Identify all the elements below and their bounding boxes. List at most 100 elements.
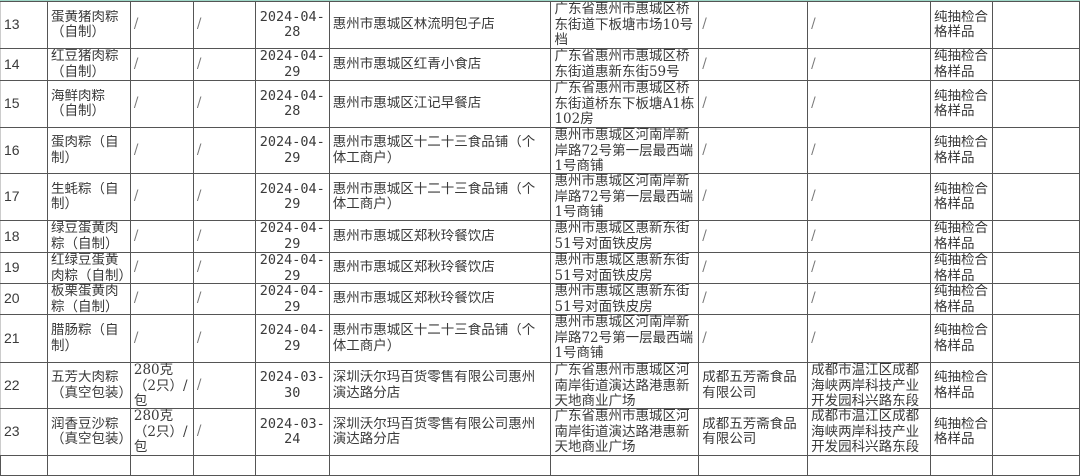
product-name: 板栗蛋黄肉粽（自制） <box>50 284 119 314</box>
store-address: 惠州市惠城区河南岸新岸路72号第一层最西端1号商铺 <box>554 315 694 362</box>
manufacturer-cell: / <box>698 48 809 81</box>
sampled-store: 深圳沃尔玛百货零售有限公司惠州演达路分店 <box>332 416 536 447</box>
row-number: 17 <box>4 189 20 205</box>
product-name: 绿豆蛋黄肉粽（自制） <box>50 221 119 252</box>
specification-cell: 280克（2只）/包 <box>129 408 194 456</box>
production-date-cell: 2024-04-29 <box>254 283 330 315</box>
brand: / <box>196 291 202 307</box>
result: 纯抽检合格样品 <box>934 221 989 252</box>
brand-cell: / <box>192 127 256 174</box>
store-address: 广东省惠州市惠城区桥东街道惠新东街59号 <box>554 49 690 80</box>
row-number: 13 <box>4 17 20 33</box>
row-number: 19 <box>4 260 20 276</box>
manufacturer: / <box>702 17 707 33</box>
manufacturer: / <box>702 142 707 158</box>
sampled-store: 惠州市惠城区郑秋玲餐饮店 <box>332 260 495 276</box>
sampled-store-cell: 惠州市惠城区十二十三食品铺（个体工商户） <box>328 173 552 221</box>
sampled-store: 惠州市惠城区郑秋玲餐饮店 <box>332 291 495 307</box>
manufacturer-cell: / <box>698 173 809 221</box>
brand-cell: / <box>192 252 256 284</box>
note-cell <box>991 314 1080 363</box>
brand-cell: / <box>192 314 256 363</box>
specification: / <box>133 96 139 112</box>
specification: / <box>133 291 139 307</box>
store-address: 惠州市惠城区河南岸新岸路72号第一层最西端1号商铺 <box>554 128 694 173</box>
note-cell <box>991 220 1080 253</box>
production-date: 2024-04-29 <box>259 323 325 354</box>
production-date: 2024-04-29 <box>259 135 325 166</box>
production-date: 2024-04-29 <box>259 253 325 283</box>
sampled-store-cell: 深圳沃尔玛百货零售有限公司惠州演达路分店 <box>328 408 552 456</box>
result: 纯抽检合格样品 <box>934 370 989 401</box>
manufacturer-address: / <box>811 260 816 276</box>
manufacturer-address-cell: / <box>807 80 932 128</box>
row-number: 18 <box>4 228 20 244</box>
brand-cell: / <box>192 1 256 49</box>
result: 纯抽检合格样品 <box>934 284 989 314</box>
store-address-cell: 惠州市惠城区河南岸新岸路72号第一层最西端1号商铺 <box>550 173 700 221</box>
specification: / <box>133 260 139 276</box>
specification-cell: 280克（2只）/包 <box>129 362 194 409</box>
brand: / <box>196 96 202 112</box>
manufacturer-address-cell: / <box>807 283 932 315</box>
store-address-cell: 广东省惠州市惠城区桥东街道桥东下板塘A1栋102房 <box>550 80 700 128</box>
store-address-cell: 广东省惠州市惠城区河南岸街道演达路港惠新天地商业广场 <box>550 362 700 409</box>
store-address: 惠州市惠城区惠新东街51号对面铁皮房 <box>554 253 690 283</box>
product-name-cell: 红豆猪肉粽（自制） <box>46 48 131 81</box>
note-cell <box>991 283 1080 315</box>
empty-cell <box>991 455 1080 476</box>
production-date: 2024-04-29 <box>259 49 325 80</box>
sampled-store-cell: 惠州市惠城区江记早餐店 <box>328 80 552 128</box>
brand-cell: / <box>192 220 256 253</box>
manufacturer-address-cell: 成都市温江区成都海峡两岸科技产业开发园科兴路东段800号 <box>807 362 932 409</box>
brand: / <box>196 330 202 346</box>
product-name-cell: 海鲜肉粽（自制） <box>46 80 131 128</box>
specification: / <box>133 228 139 244</box>
product-name-cell: 五芳大肉粽（真空包装） <box>46 362 131 409</box>
empty-cell <box>129 455 194 476</box>
table-row: 23 润香豆沙粽（真空包装） 280克（2只）/包 / 2024-03-24 深圳沃尔玛百… <box>0 408 1080 456</box>
manufacturer: / <box>702 189 707 205</box>
sampled-store: 惠州市惠城区江记早餐店 <box>332 96 482 112</box>
product-name: 红豆猪肉粽（自制） <box>50 49 119 80</box>
manufacturer-address-cell: / <box>807 127 932 174</box>
store-address: 广东省惠州市惠城区河南岸街道演达路港惠新天地商业广场 <box>554 363 690 408</box>
row-number-cell: 14 <box>0 48 48 81</box>
manufacturer: / <box>702 228 707 244</box>
sampled-store-cell: 惠州市惠城区郑秋玲餐饮店 <box>328 220 552 253</box>
brand-cell: / <box>192 283 256 315</box>
product-name: 腊肠粽（自制） <box>50 323 119 354</box>
empty-cell <box>192 455 256 476</box>
result: 纯抽检合格样品 <box>934 88 989 119</box>
result: 纯抽检合格样品 <box>934 9 989 40</box>
production-date-cell: 2024-04-29 <box>254 127 330 174</box>
store-address-cell: 惠州市惠城区河南岸新岸路72号第一层最西端1号商铺 <box>550 314 700 363</box>
result: 纯抽检合格样品 <box>934 49 989 80</box>
result-cell: 纯抽检合格样品 <box>930 314 993 363</box>
note-cell <box>991 127 1080 174</box>
sampled-store: 惠州市惠城区十二十三食品铺（个体工商户） <box>332 135 536 166</box>
note-cell <box>991 173 1080 221</box>
row-number-cell: 21 <box>0 314 48 363</box>
manufacturer: / <box>702 260 707 276</box>
sampled-store-cell: 惠州市惠城区十二十三食品铺（个体工商户） <box>328 314 552 363</box>
production-date: 2024-04-29 <box>259 284 325 314</box>
sampled-store: 惠州市惠城区十二十三食品铺（个体工商户） <box>332 181 536 212</box>
row-number-cell: 15 <box>0 80 48 128</box>
result-cell: 纯抽检合格样品 <box>930 80 993 128</box>
specification-cell: / <box>129 173 194 221</box>
row-number-cell: 22 <box>0 362 48 409</box>
row-number: 21 <box>4 330 20 346</box>
sampled-store: 惠州市惠城区十二十三食品铺（个体工商户） <box>332 323 536 354</box>
store-address: 广东省惠州市惠城区桥东街道桥东下板塘A1栋102房 <box>554 81 695 127</box>
production-date: 2024-04-29 <box>259 181 325 212</box>
result-cell: 纯抽检合格样品 <box>930 173 993 221</box>
manufacturer-address: / <box>811 96 816 112</box>
empty-cell <box>0 455 48 476</box>
empty-cell <box>254 455 330 476</box>
production-date: 2024-04-28 <box>259 9 325 40</box>
sampled-store-cell: 惠州市惠城区红青小食店 <box>328 48 552 81</box>
production-date-cell: 2024-04-29 <box>254 173 330 221</box>
specification: / <box>133 142 139 158</box>
store-address: 惠州市惠城区惠新东街51号对面铁皮房 <box>554 284 690 314</box>
